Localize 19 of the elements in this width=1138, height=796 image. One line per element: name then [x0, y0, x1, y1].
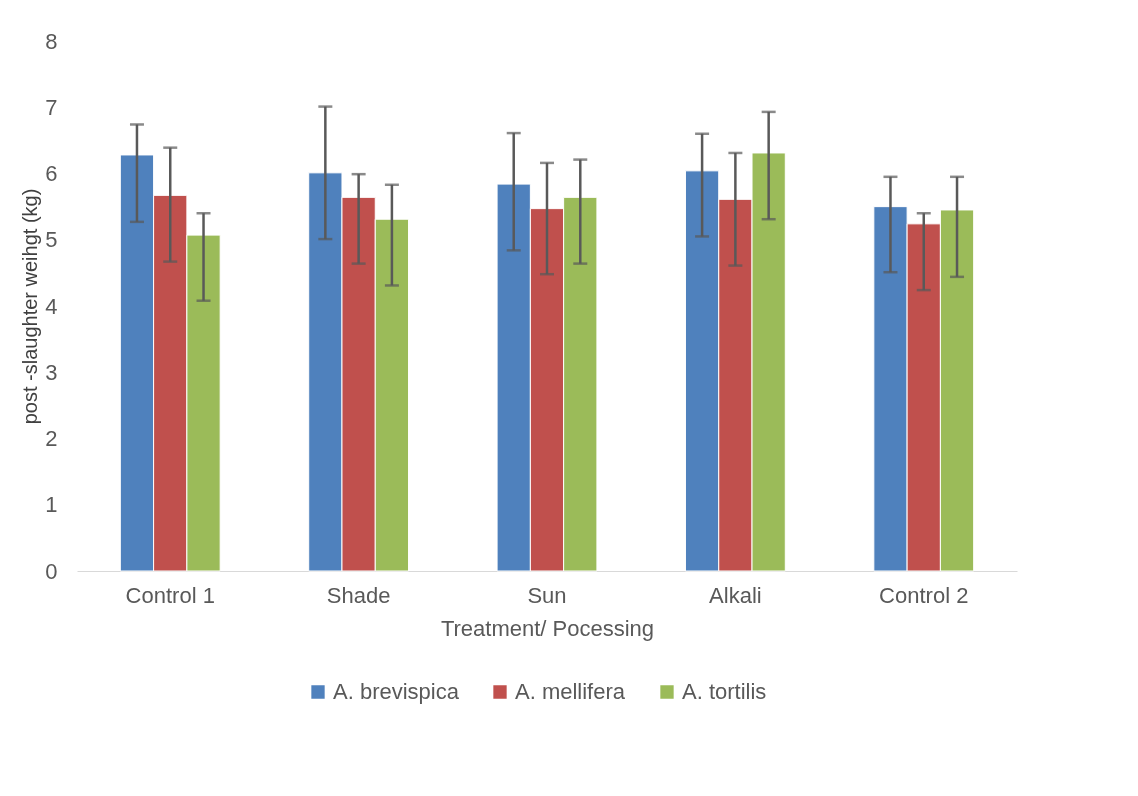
y-tick-label: 6	[45, 161, 58, 186]
y-tick-label: 4	[45, 293, 58, 319]
legend-label: A. tortilis	[682, 679, 767, 704]
y-tick-label: 2	[45, 426, 58, 451]
y-axis-title: post -slaughter weihgt (kg)	[19, 188, 42, 425]
y-tick-label: 3	[45, 359, 58, 385]
y-tick-label: 5	[45, 227, 58, 253]
x-tick-label: Control 1	[125, 582, 215, 608]
y-tick-label: 1	[45, 492, 58, 518]
y-tick-label: 7	[45, 94, 58, 120]
y-tick-label: 0	[45, 558, 58, 584]
x-tick-label: Sun	[527, 582, 567, 608]
x-tick-label: Alkali	[709, 582, 762, 608]
legend-label: A. brevispica	[333, 679, 460, 704]
x-tick-label: Control 2	[879, 582, 969, 608]
x-tick-label: Shade	[326, 582, 391, 608]
legend-label: A. mellifera	[515, 679, 626, 704]
y-tick-label: 8	[45, 28, 58, 54]
x-axis-title: Treatment/ Pocessing	[440, 615, 655, 641]
